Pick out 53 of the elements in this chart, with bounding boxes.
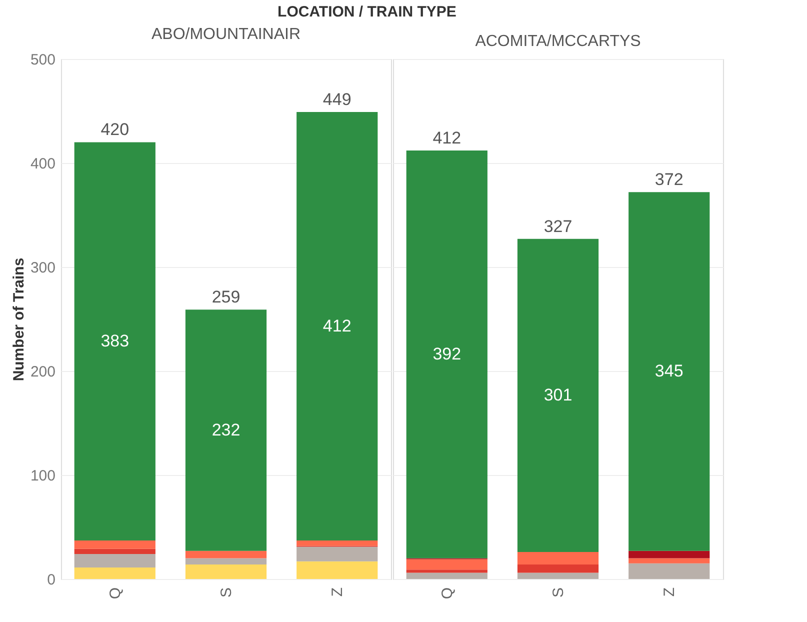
total-label: 449 (322, 90, 352, 110)
total-label: 372 (654, 170, 684, 190)
bar (185, 550, 267, 558)
bar (406, 559, 488, 570)
bar (628, 558, 710, 564)
y-tick-label: 100 (30, 468, 56, 484)
total-label: 412 (432, 128, 462, 148)
bar (517, 238, 599, 552)
bar (406, 572, 488, 579)
data-label: 301 (544, 385, 572, 404)
y-tick-label: 200 (30, 364, 56, 380)
bar (185, 564, 267, 579)
bar (517, 564, 599, 573)
x-tick-label: S (218, 588, 235, 598)
data-label: 412 (322, 316, 352, 336)
total-label: 259 (212, 288, 240, 307)
x-tick-label: Q (106, 588, 124, 600)
y-tick-label: 0 (47, 572, 56, 588)
bar (406, 570, 488, 573)
bar (517, 572, 599, 579)
x-tick-label: Z (661, 588, 678, 597)
y-tick-label: 500 (30, 52, 56, 68)
total-label: 327 (544, 216, 572, 236)
bar (628, 550, 710, 558)
chart-title: ACOMITA/MCCARTYS (475, 33, 641, 50)
bar (185, 310, 267, 551)
data-label: 232 (212, 420, 240, 440)
x-tick-label: Z (329, 588, 346, 597)
y-tick-label: 400 (30, 156, 56, 172)
bar (628, 563, 710, 579)
data-label: 345 (654, 362, 684, 381)
bar (74, 540, 156, 549)
bar (406, 150, 488, 558)
bar (74, 554, 156, 568)
bar (296, 561, 378, 579)
bar (517, 552, 599, 564)
total-label: 420 (100, 120, 130, 140)
bar (628, 192, 710, 551)
bar (74, 548, 156, 554)
bar (74, 142, 156, 541)
bar (74, 568, 156, 579)
data-label: 392 (432, 344, 462, 364)
y-tick-label: 300 (30, 260, 56, 276)
y-axis-title: Number of Trains (10, 258, 28, 382)
bar (296, 112, 378, 541)
bar (296, 546, 378, 562)
x-tick-label: S (550, 588, 567, 598)
chart-title: ABO/MOUNTAINAIR (151, 26, 301, 43)
bar (296, 540, 378, 546)
x-tick-label: Q (438, 588, 456, 600)
bar (185, 558, 267, 564)
data-label: 383 (100, 331, 130, 350)
text: LOCATION / TRAIN TYPE (278, 4, 456, 20)
